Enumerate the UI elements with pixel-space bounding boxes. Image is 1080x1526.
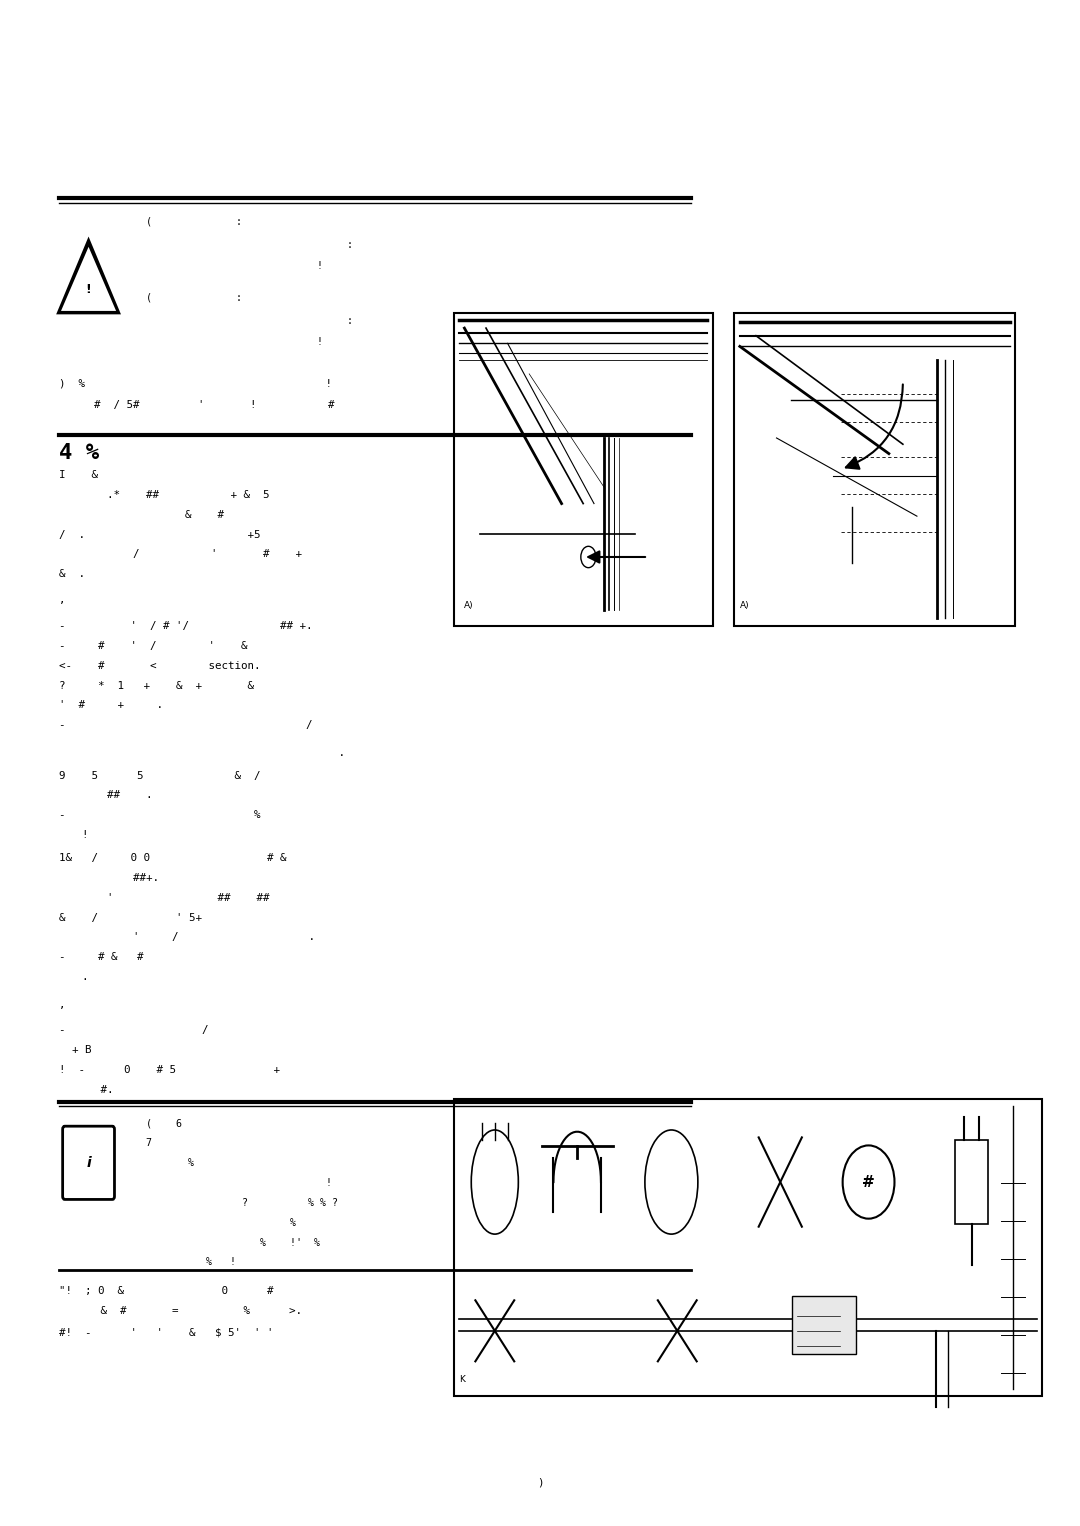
Bar [734,313,1015,626]
Text: + B: + B [59,1045,92,1056]
Text: 9    5      5              &  /: 9 5 5 & / [59,771,261,781]
Text: &    /            ' 5+: & / ' 5+ [59,913,202,923]
Text: #.: #. [81,1085,113,1096]
Text: (    6: ( 6 [146,1119,181,1129]
Text: #: # [862,1175,875,1190]
Text: (              :: ( : [146,217,242,227]
Bar [454,313,713,626]
Text: &    #: & # [81,510,224,520]
Text: .*    ##           + &  5: .* ## + & 5 [81,490,270,501]
Text: 1&   /     0 0                  # &: 1& / 0 0 # & [59,853,287,864]
Text: 4 %: 4 % [59,443,99,462]
Text: &  .: & . [59,569,85,580]
Text: K: K [459,1375,464,1384]
Text: #  / 5#         '       !           #: # / 5# ' ! # [81,400,335,410]
Text: -                     /: - / [59,1025,208,1036]
Text: .: . [81,972,87,983]
Text: )  %                                     !: ) % ! [59,378,333,389]
Text: ,: , [59,595,66,606]
Text: i: i [86,1155,91,1170]
Text: -          '  / # '/              ## +.: - ' / # '/ ## +. [59,621,313,632]
Text: ##    .: ## . [81,790,152,801]
Text: .: . [59,748,346,758]
Bar [792,1296,856,1354]
Text: (              :: ( : [146,293,242,304]
Text: :: : [167,316,353,327]
Text: -     # &   #: - # & # [59,952,144,963]
FancyBboxPatch shape [63,1126,114,1199]
Text: %   !: % ! [146,1257,235,1268]
Text: '                ##    ##: ' ## ## [81,893,270,903]
Text: %    !'  %: % !' % [146,1238,320,1248]
Polygon shape [60,247,117,311]
Bar [956,1140,988,1224]
Text: 7: 7 [146,1138,152,1149]
Text: '  #     +     .: ' # + . [59,700,163,711]
Text: ,: , [59,1000,66,1010]
Bar [454,1099,1042,1396]
Text: <-    #       <        section.: <- # < section. [59,661,261,671]
Text: &  #       =          %      >.: & # = % >. [81,1306,302,1317]
Text: :: : [167,240,353,250]
Text: '     /                    .: ' / . [81,932,315,943]
Text: !: ! [85,282,92,296]
Text: !: ! [167,261,323,272]
Text: #!  -      '   '    &   $ 5'  ' ': #! - ' ' & $ 5' ' ' [59,1328,274,1338]
Text: I    &: I & [59,470,98,481]
Text: ?     *  1   +    &  +       &: ? * 1 + & + & [59,681,255,691]
Text: !  -      0    # 5               +: ! - 0 # 5 + [59,1065,281,1076]
Text: !: ! [167,337,323,348]
Text: !: ! [81,830,87,841]
Text: "!  ; 0  &               0      #: "! ; 0 & 0 # [59,1286,274,1297]
Text: ##+.: ##+. [81,873,159,884]
Text: -     #    '  /        '    &: - # ' / ' & [59,641,248,652]
Text: ?          % % ?: ? % % ? [146,1198,338,1209]
Text: !: ! [146,1178,332,1189]
Text: %: % [146,1158,193,1169]
Text: A): A) [740,601,750,610]
Text: -                                     /: - / [59,720,313,731]
Text: %: % [146,1218,296,1228]
Text: /           '       #    +: / ' # + [81,549,302,560]
Text: ): ) [537,1477,543,1488]
Polygon shape [56,237,121,314]
Text: A): A) [464,601,474,610]
Text: -                             %: - % [59,810,261,821]
Text: /  .                         +5: / . +5 [59,530,261,540]
